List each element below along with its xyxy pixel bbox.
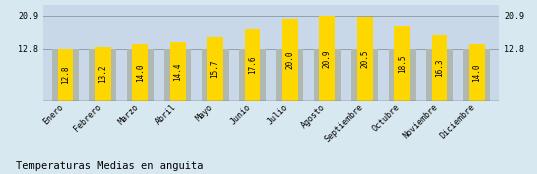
Text: 18.5: 18.5: [397, 54, 407, 73]
Text: 14.0: 14.0: [136, 63, 145, 82]
Bar: [239, 49, 266, 101]
Bar: [95, 47, 111, 101]
Bar: [282, 19, 297, 101]
Text: 20.5: 20.5: [360, 50, 369, 68]
Bar: [201, 49, 229, 101]
Text: 14.0: 14.0: [473, 63, 482, 82]
Text: 20.9: 20.9: [323, 49, 332, 68]
Text: 15.7: 15.7: [211, 60, 220, 78]
Bar: [89, 49, 117, 101]
Bar: [314, 49, 341, 101]
Bar: [164, 49, 191, 101]
Bar: [277, 49, 303, 101]
Bar: [170, 42, 185, 101]
Bar: [133, 44, 148, 101]
Bar: [463, 49, 490, 101]
Bar: [245, 29, 260, 101]
Bar: [207, 37, 223, 101]
Bar: [426, 49, 453, 101]
Bar: [320, 16, 335, 101]
Bar: [469, 44, 485, 101]
Bar: [432, 35, 447, 101]
Bar: [389, 49, 416, 101]
Bar: [52, 49, 79, 101]
Text: 16.3: 16.3: [435, 58, 444, 77]
Bar: [127, 49, 154, 101]
Bar: [357, 17, 373, 101]
Text: 20.0: 20.0: [285, 51, 294, 69]
Text: 14.4: 14.4: [173, 62, 182, 81]
Bar: [394, 26, 410, 101]
Text: 12.8: 12.8: [61, 66, 70, 84]
Bar: [57, 49, 73, 101]
Text: Temperaturas Medias en anguita: Temperaturas Medias en anguita: [16, 161, 204, 171]
Text: 17.6: 17.6: [248, 56, 257, 74]
Bar: [351, 49, 378, 101]
Text: 13.2: 13.2: [98, 65, 107, 83]
